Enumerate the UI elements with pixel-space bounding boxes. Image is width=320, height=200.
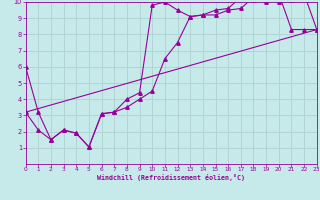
X-axis label: Windchill (Refroidissement éolien,°C): Windchill (Refroidissement éolien,°C) [97, 174, 245, 181]
